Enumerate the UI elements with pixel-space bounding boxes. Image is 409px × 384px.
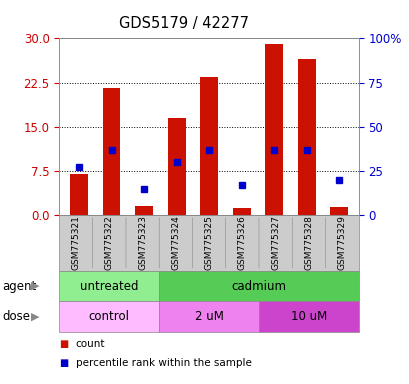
Text: control: control: [89, 310, 130, 323]
Bar: [167, 118, 185, 215]
Text: ■: ■: [59, 339, 69, 349]
Text: count: count: [76, 339, 105, 349]
Text: ■: ■: [59, 358, 69, 368]
Text: GSM775324: GSM775324: [171, 215, 180, 270]
Bar: [70, 174, 88, 215]
Text: percentile rank within the sample: percentile rank within the sample: [76, 358, 251, 368]
Text: GSM775327: GSM775327: [270, 215, 279, 270]
Text: dose: dose: [2, 310, 30, 323]
Bar: [265, 44, 283, 215]
Bar: [200, 77, 218, 215]
Text: GSM775329: GSM775329: [337, 215, 346, 270]
Bar: [232, 208, 250, 215]
Text: GSM775326: GSM775326: [237, 215, 246, 270]
Text: GSM775323: GSM775323: [138, 215, 147, 270]
Bar: [330, 207, 347, 215]
Text: agent: agent: [2, 280, 36, 293]
Text: GSM775328: GSM775328: [303, 215, 312, 270]
Text: GSM775325: GSM775325: [204, 215, 213, 270]
Bar: [135, 206, 153, 215]
Bar: [297, 59, 315, 215]
Text: GDS5179 / 42277: GDS5179 / 42277: [119, 15, 249, 31]
Text: untreated: untreated: [80, 280, 138, 293]
Text: cadmium: cadmium: [231, 280, 286, 293]
Bar: [102, 88, 120, 215]
Text: ▶: ▶: [31, 281, 40, 291]
Text: GSM775322: GSM775322: [105, 215, 114, 270]
Text: ▶: ▶: [31, 312, 40, 322]
Text: 10 uM: 10 uM: [290, 310, 326, 323]
Text: GSM775321: GSM775321: [72, 215, 81, 270]
Text: 2 uM: 2 uM: [194, 310, 223, 323]
